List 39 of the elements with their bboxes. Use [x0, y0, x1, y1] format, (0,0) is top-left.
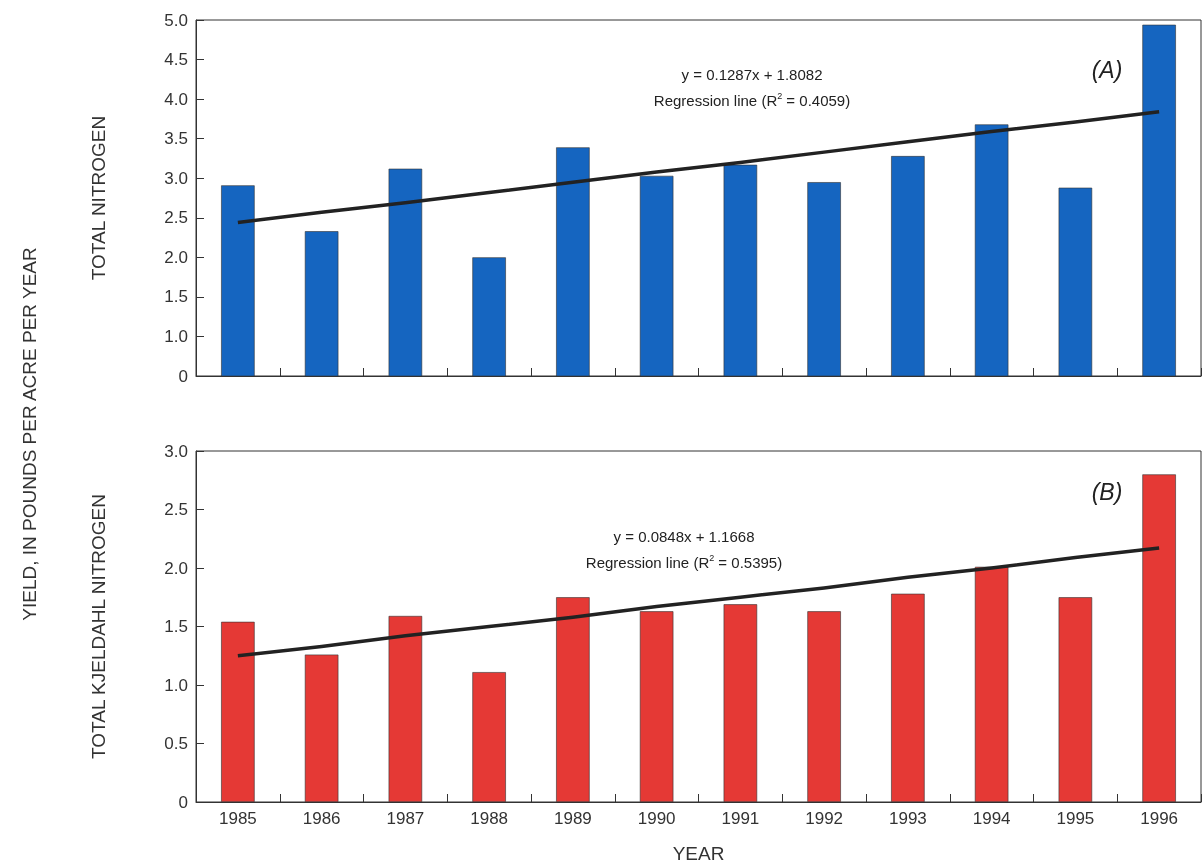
annotation: (A): [1091, 57, 1123, 83]
x-tick-label: 1996: [1140, 809, 1179, 828]
y-tick-label: 5.0: [164, 10, 188, 30]
x-axis-title: YEAR: [672, 843, 725, 864]
x-tick-label: 1993: [888, 809, 927, 828]
annotation: y = 0.1287x + 1.8082: [681, 65, 823, 83]
y-tick-label: 1.0: [164, 326, 188, 346]
y-tick-label: 0: [178, 792, 188, 812]
y-tick-label: 3.0: [164, 168, 188, 188]
x-tick-label: 1991: [721, 809, 760, 828]
annotation: y = 0.0848x + 1.1668: [613, 527, 755, 545]
text: YIELD, IN POUNDS PER ACRE PER YEAR: [19, 247, 41, 621]
y-tick-label: 3.5: [164, 129, 188, 149]
y-axis-title: TOTAL KJELDAHL NITROGEN: [88, 494, 109, 759]
line-series: [236, 546, 1161, 658]
y-tick-label: 1.5: [164, 617, 188, 636]
y-tick-label: 4.0: [164, 89, 188, 109]
y-tick-label: 3.0: [164, 441, 188, 461]
x-tick-label: 1989: [553, 809, 592, 828]
y-axis-title: TOTAL NITROGEN: [88, 115, 109, 281]
y-tick-label: 4.5: [164, 50, 188, 70]
y-tick-label: 0: [178, 366, 188, 386]
x-tick-label: 1988: [470, 809, 509, 828]
y-tick-label: 1.5: [164, 287, 188, 307]
y-tick-label: 0.5: [164, 734, 188, 753]
x-tick-label: 1990: [637, 809, 676, 828]
y-tick-label: 2.0: [164, 247, 188, 267]
line-series: [236, 110, 1161, 225]
x-tick-label: 1995: [1056, 809, 1095, 828]
x-tick-label: 1986: [302, 809, 341, 828]
y-tick-label: 1.0: [164, 675, 188, 695]
y-tick-label: 2.0: [164, 558, 188, 578]
y-tick-label: 2.5: [164, 208, 188, 228]
x-tick-label: 1994: [972, 809, 1011, 828]
x-tick-label: 1985: [218, 809, 257, 828]
x-tick-label: 1992: [805, 809, 844, 828]
y-tick-label: 2.5: [164, 500, 188, 519]
x-tick-label: 1987: [386, 809, 425, 828]
annotation: (B): [1091, 479, 1123, 505]
